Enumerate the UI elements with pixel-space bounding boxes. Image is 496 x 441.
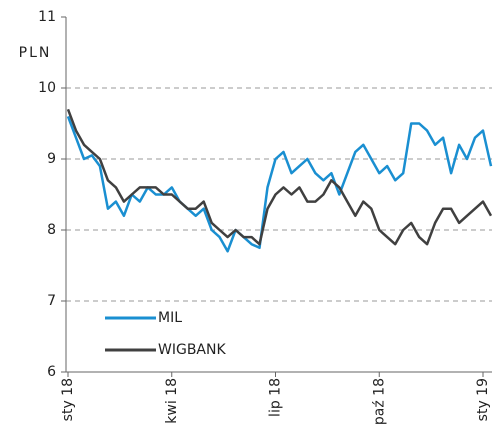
x-tick-label: sty 19: [475, 378, 491, 421]
y-tick-label: 6: [47, 364, 56, 380]
y-tick-label: 10: [38, 80, 56, 96]
x-tick-label: paź 18: [371, 378, 387, 425]
series-line: [66, 115, 493, 253]
y-axis-label: PLN: [19, 45, 52, 61]
legend-label: MIL: [158, 310, 182, 326]
y-tick-label: 8: [47, 222, 56, 238]
y-tick-label: 9: [47, 151, 56, 167]
y-tick-label: 7: [47, 293, 56, 309]
x-tick-label: kwi 18: [164, 378, 180, 424]
x-tick-label: sty 18: [60, 378, 76, 421]
legend-label: WIGBANK: [158, 342, 226, 358]
series-line: [66, 108, 493, 246]
x-tick-label: lip 18: [268, 378, 284, 417]
y-tick-label: 11: [38, 9, 56, 25]
